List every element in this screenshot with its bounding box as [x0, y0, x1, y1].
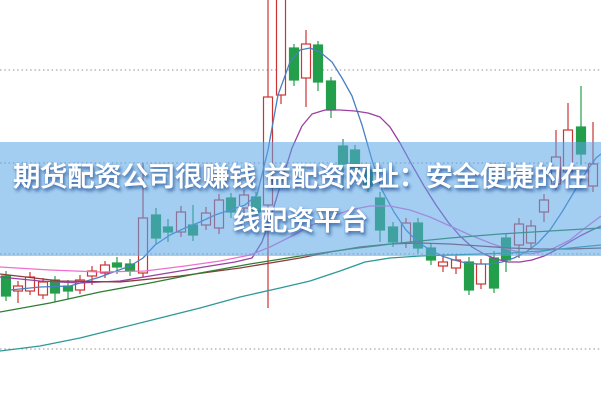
candle [12, 281, 24, 303]
candle [300, 30, 312, 107]
ma-line-ma-purple [0, 109, 601, 284]
candle [0, 271, 12, 301]
promo-banner-overlay: 期货配资公司很赚钱 益配资网址：安全便捷的在 线配资平台 [0, 142, 601, 256]
candle [450, 255, 462, 274]
candle [288, 44, 300, 86]
banner-text-line-2: 线配资平台 [233, 206, 368, 236]
ma-line-ma-teal [0, 244, 601, 352]
banner-text-line-1: 期货配资公司很赚钱 益配资网址：安全便捷的在 [13, 162, 588, 192]
candle [24, 272, 36, 295]
candle [312, 41, 324, 91]
candle [325, 77, 337, 118]
